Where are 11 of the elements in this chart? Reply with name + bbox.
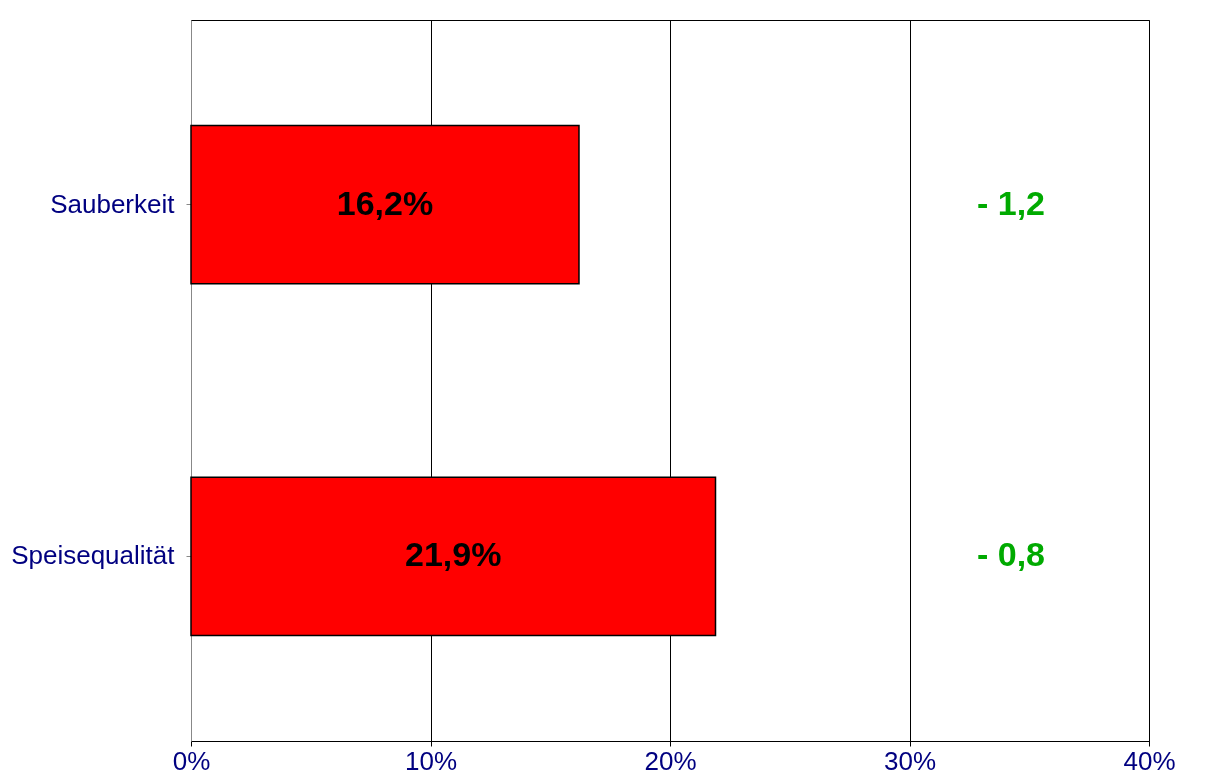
- x-tick-label: 20%: [644, 745, 697, 776]
- x-tick-label: 0%: [172, 745, 211, 776]
- data-label: 16,2%: [336, 183, 434, 222]
- x-tick-label: 40%: [1123, 745, 1176, 776]
- x-tick-label: 30%: [883, 745, 937, 776]
- y-tick-label: Speisequalität: [11, 540, 176, 571]
- y-tick-label: Sauberkeit: [50, 188, 176, 219]
- annotation: - 1,2: [976, 183, 1046, 222]
- x-tick-label: 10%: [404, 745, 458, 776]
- data-label: 21,9%: [405, 535, 502, 574]
- annotation: - 0,8: [976, 535, 1046, 574]
